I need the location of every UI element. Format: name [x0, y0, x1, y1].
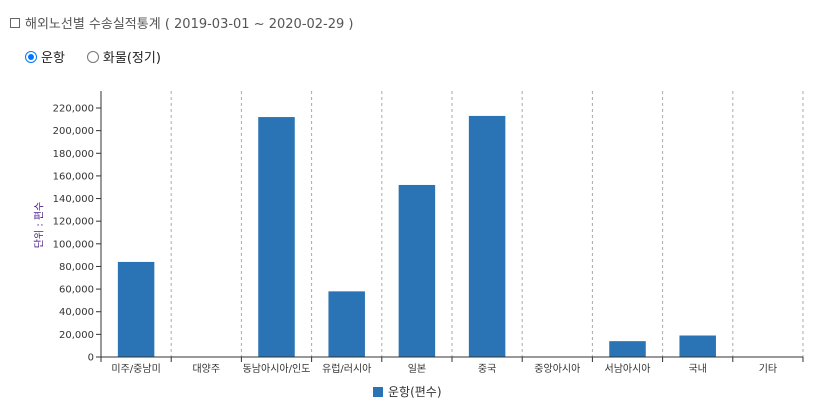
y-tick-label: 20,000 — [59, 330, 94, 341]
radio-option-cargo[interactable]: 화물(정기) — [86, 47, 161, 66]
x-tick-label: 서남아시아 — [605, 363, 651, 375]
page-title: 해외노선별 수송실적통계 ( 2019-03-01 ~ 2020-02-29 ) — [10, 13, 354, 32]
y-tick-label: 160,000 — [53, 171, 94, 182]
x-tick-label: 미주/중남미 — [111, 363, 160, 375]
y-tick-label: 0 — [88, 353, 94, 364]
y-tick-label: 200,000 — [53, 126, 94, 137]
y-axis-title: 단위 : 편수 — [24, 195, 52, 255]
view-option-group: 운항 화물(정기) — [25, 47, 161, 66]
y-axis-title-text: 단위 : 편수 — [34, 201, 46, 249]
square-icon — [10, 17, 20, 28]
x-tick-label: 동남아시아/인도 — [243, 363, 311, 375]
x-tick-label: 대양주 — [192, 363, 220, 375]
x-tick-label: 중앙아시아 — [534, 363, 580, 375]
radio-unchecked-icon[interactable] — [86, 50, 99, 63]
bar-7 — [609, 341, 646, 357]
bar-3 — [328, 291, 365, 357]
y-tick-label: 100,000 — [53, 239, 94, 250]
radio-label-cargo: 화물(정기) — [102, 51, 161, 66]
bar-2 — [258, 117, 295, 358]
y-tick-label: 180,000 — [53, 149, 94, 160]
y-tick-label: 120,000 — [53, 217, 94, 228]
bar-4 — [398, 184, 436, 357]
y-tick-label: 140,000 — [53, 194, 94, 205]
radio-label-flights: 운항 — [41, 51, 65, 66]
y-tick-label: 60,000 — [59, 285, 94, 296]
legend-label: 운항(편수) — [388, 385, 442, 399]
radio-option-flights[interactable]: 운항 — [25, 47, 65, 66]
legend-swatch — [373, 386, 383, 397]
page-title-text: 해외노선별 수송실적통계 ( 2019-03-01 ~ 2020-02-29 ) — [25, 17, 354, 32]
legend: 운항(편수) — [373, 383, 442, 400]
y-tick-label: 220,000 — [53, 104, 94, 115]
x-tick-label: 유럽/러시아 — [322, 363, 371, 375]
x-tick-label: 기타 — [759, 363, 777, 375]
x-tick-label: 국내 — [688, 363, 706, 375]
bar-8 — [679, 335, 716, 357]
bar-5 — [468, 115, 506, 357]
x-tick-label: 일본 — [408, 363, 426, 375]
radio-checked-icon[interactable] — [25, 50, 37, 63]
y-tick-label: 40,000 — [59, 307, 94, 318]
bar-0 — [117, 261, 155, 357]
y-tick-label: 80,000 — [59, 262, 94, 273]
x-tick-label: 중국 — [478, 363, 496, 375]
